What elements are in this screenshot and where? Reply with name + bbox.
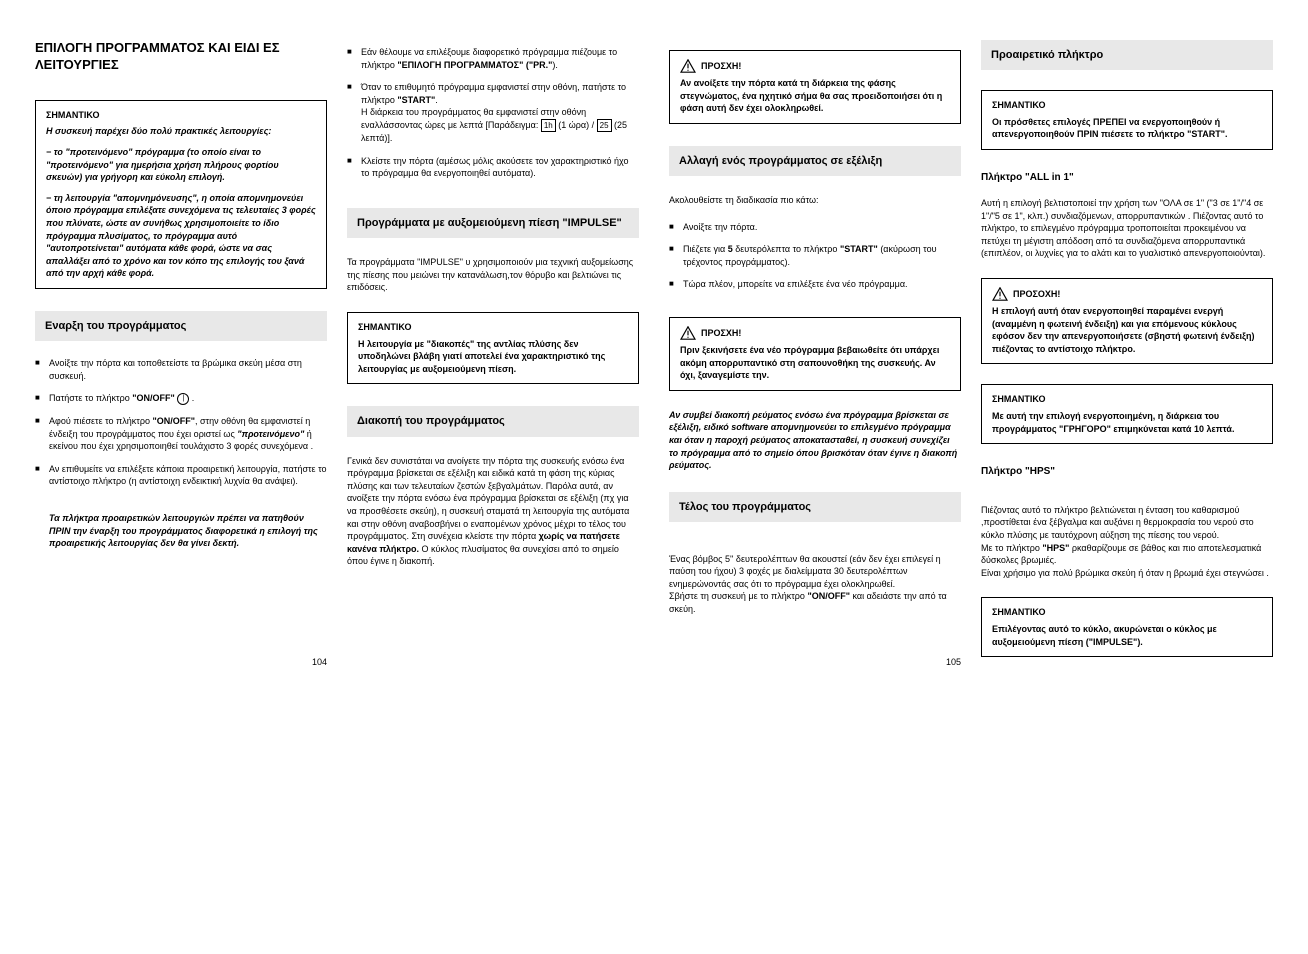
warning-box-3: ΠΡΟΣΟΧΗ! Η επιλογή αυτή όταν ενεργοποιηθ… [981,278,1273,364]
bullet-c2-1: Εάν θέλουμε να επιλέξουμε διαφορετικό πρ… [347,46,639,71]
para-follow: Ακολουθείστε τη διαδικασία πιο κάτω: [669,194,961,207]
box-25: 25 [597,119,612,132]
bullet-4: Αν επιθυμείτε να επιλέξετε κάποια προαιρ… [35,463,327,488]
right-col1: ΠΡΟΣΧΗ! Αν ανοίξετε την πόρτα κατά τη δι… [669,40,961,667]
bullets-change: Ανοίξτε την πόρτα. Πιέζετε για 5 δευτερό… [669,221,961,301]
warning-header-3: ΠΡΟΣΟΧΗ! [992,287,1262,301]
important-box-1: ΣΗΜΑΝΤΙΚΟ Η συσκευή παρέχει δύο πολύ πρα… [35,100,327,289]
right-col2: Προαιρετικό πλήκτρο ΣΗΜΑΝΤΙΚΟ Οι πρόσθετ… [981,40,1273,667]
bullet-2: Πατήστε το πλήκτρο "ON/OFF" | . [35,392,327,405]
bullet-ch-1: Ανοίξτε την πόρτα. [669,221,961,234]
para-end: Ένας βόμβος 5'' δευτερολέπτων θα ακουστε… [669,540,961,616]
section-optional-heading: Προαιρετικό πλήκτρο [981,40,1273,70]
important-box-5: ΣΗΜΑΝΤΙΚΟ Επιλέγοντας αυτό το κύκλο, ακυ… [981,597,1273,657]
warning-triangle-icon [992,287,1008,301]
section-change-heading: Αλλαγή ενός προγράμματος σε εξέλιξη [669,146,961,176]
page-left: ΕΠΙΛΟΓΗ ΠΡΟΓΡΑΜΜΑΤΟΣ ΚΑΙ ΕΙΔΙ ΕΣ ΛΕΙΤΟΥΡ… [20,40,654,667]
para-hps: Πιέζοντας αυτό το πλήκτρο βελτιώνεται η … [981,491,1273,579]
left-col1: ΕΠΙΛΟΓΗ ΠΡΟΓΡΑΜΜΑΤΟΣ ΚΑΙ ΕΙΔΙ ΕΣ ΛΕΙΤΟΥΡ… [35,40,327,667]
intro-text: Η συσκευή παρέχει δύο πολύ πρακτικές λει… [46,125,316,138]
para-allin1: Αυτή η επιλογή βελτιστοποιεί την χρήση τ… [981,197,1273,260]
section-end-heading: Τέλος του προγράμματος [669,492,961,522]
bullet-1: Ανοίξτε την πόρτα και τοποθετείστε τα βρ… [35,357,327,382]
left-col2: Εάν θέλουμε να επιλέξουμε διαφορετικό πρ… [347,40,639,667]
important-label-4: ΣΗΜΑΝΤΙΚΟ [992,393,1262,406]
warning-box-2: ΠΡΟΣΧΗ! Πριν ξεκινήσετε ένα νέο πρόγραμμ… [669,317,961,391]
power-icon: | [177,393,189,405]
warning-header-2: ΠΡΟΣΧΗ! [680,326,950,340]
italic-note-2: Αν συμβεί διακοπή ρεύματος ενόσω ένα πρό… [669,409,961,472]
bullet-3: Αφού πιέσετε το πλήκτρο "ON/OFF", στην ο… [35,415,327,453]
important-text-2: Η λειτουργία με "διακοπές" της αντλίας π… [358,339,605,374]
important-label-3: ΣΗΜΑΝΤΙΚΟ [992,99,1262,112]
important-label-2: ΣΗΜΑΝΤΙΚΟ [358,321,628,334]
important-label: ΣΗΜΑΝΤΙΚΟ [46,109,316,122]
sub-allin1: Πλήκτρο "ALL in 1" [981,172,1273,183]
bullets-top-col2: Εάν θέλουμε να επιλέξουμε διαφορετικό πρ… [347,46,639,190]
bullet-c2-2: Όταν το επιθυμητό πρόγραμμα εμφανιστεί σ… [347,81,639,145]
italic-note-1: Τα πλήκτρα προαιρετικών λειτουργιών πρέπ… [35,512,327,550]
section-start-heading: Εναρξη του προγράμματος [35,311,327,341]
bullets-start: Ανοίξτε την πόρτα και τοποθετείστε τα βρ… [35,357,327,498]
warning-triangle-icon [680,326,696,340]
para-impulse: Τα προγράμματα "IMPULSE" υ χρησιμοποιούν… [347,256,639,294]
box-1h: 1h [541,119,556,132]
important-label-5: ΣΗΜΑΝΤΙΚΟ [992,606,1262,619]
item2: − τη λειτουργία "απομνημόνευσης", η οποί… [46,192,316,280]
bullet-ch-3: Τώρα πλέον, μπορείτε να επιλέξετε ένα νέ… [669,278,961,291]
page-right: ΠΡΟΣΧΗ! Αν ανοίξετε την πόρτα κατά τη δι… [654,40,1288,667]
warning-box-1: ΠΡΟΣΧΗ! Αν ανοίξετε την πόρτα κατά τη δι… [669,50,961,124]
section-impulse-heading: Προγράμματα με αυξομειούμενη πίεση "IMPU… [347,208,639,238]
bullet-ch-2: Πιέζετε για 5 δευτερόλεπτα το πλήκτρο "S… [669,243,961,268]
important-box-4: ΣΗΜΑΝΤΙΚΟ Με αυτή την επιλογή ενεργοποιη… [981,384,1273,444]
main-heading: ΕΠΙΛΟΓΗ ΠΡΟΓΡΑΜΜΑΤΟΣ ΚΑΙ ΕΙΔΙ ΕΣ ΛΕΙΤΟΥΡ… [35,40,327,74]
section-interrupt-heading: Διακοπή του προγράμματος [347,406,639,436]
sub-hps: Πλήκτρο "HPS" [981,466,1273,477]
warning-triangle-icon [680,59,696,73]
warning-header-1: ΠΡΟΣΧΗ! [680,59,950,73]
item1: − το "προτεινόμενο" πρόγραμμα (το οποίο … [46,146,316,184]
important-box-2: ΣΗΜΑΝΤΙΚΟ Η λειτουργία με "διακοπές" της… [347,312,639,384]
page-number-left: 104 [35,642,327,667]
para-interrupt: Γενικά δεν συνιστάται να ανοίγετε την πό… [347,455,639,568]
bullet-c2-3: Κλείστε την πόρτα (αμέσως μόλις ακούσετε… [347,155,639,180]
important-box-3: ΣΗΜΑΝΤΙΚΟ Οι πρόσθετες επιλογές ΠΡΕΠΕΙ ν… [981,90,1273,150]
page-number-right: 105 [669,642,961,667]
